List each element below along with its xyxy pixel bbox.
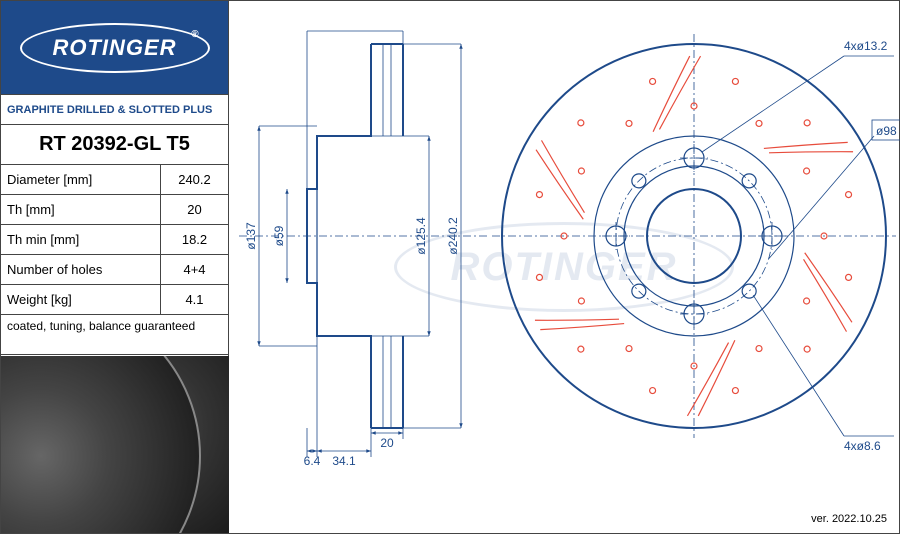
spec-label: Th min [mm] [1,225,161,254]
product-note: coated, tuning, balance guaranteed [1,315,228,355]
svg-text:34.1: 34.1 [332,454,356,468]
technical-drawing: ROTINGER ø137ø59ø125.4ø240.26.434.1204xø… [229,1,899,533]
svg-text:4xø13.2: 4xø13.2 [844,39,888,53]
svg-text:ø125.4: ø125.4 [414,217,428,255]
spec-value: 4.1 [161,285,228,314]
part-number: RT 20392-GL T5 [1,125,228,165]
spec-row: Diameter [mm]240.2 [1,165,228,195]
spec-value: 20 [161,195,228,224]
spec-label: Diameter [mm] [1,165,161,194]
svg-text:ø240.2: ø240.2 [446,217,460,255]
svg-text:4xø8.6: 4xø8.6 [844,439,881,453]
spec-label: Th [mm] [1,195,161,224]
spec-label: Number of holes [1,255,161,284]
version-label: ver. 2022.10.25 [811,513,887,525]
svg-text:ø98: ø98 [876,124,897,138]
registered-icon: ® [191,29,199,40]
svg-text:ø137: ø137 [244,222,258,250]
svg-text:20: 20 [380,436,394,450]
spec-label: Weight [kg] [1,285,161,314]
spec-value: 240.2 [161,165,228,194]
spec-value: 4+4 [161,255,228,284]
spec-row: Weight [kg]4.1 [1,285,228,315]
brand-logo: ROTINGER ® [20,23,210,73]
product-subtitle: GRAPHITE DRILLED & SLOTTED PLUS [1,95,228,125]
brand-logo-box: ROTINGER ® [1,1,228,95]
brand-text: ROTINGER [52,35,176,61]
spec-row: Th min [mm]18.2 [1,225,228,255]
spec-value: 18.2 [161,225,228,254]
product-photo [1,356,229,533]
spec-panel: ROTINGER ® GRAPHITE DRILLED & SLOTTED PL… [1,1,229,533]
svg-text:ø59: ø59 [272,225,286,246]
svg-text:6.4: 6.4 [304,454,321,468]
spec-row: Number of holes4+4 [1,255,228,285]
spec-row: Th [mm]20 [1,195,228,225]
